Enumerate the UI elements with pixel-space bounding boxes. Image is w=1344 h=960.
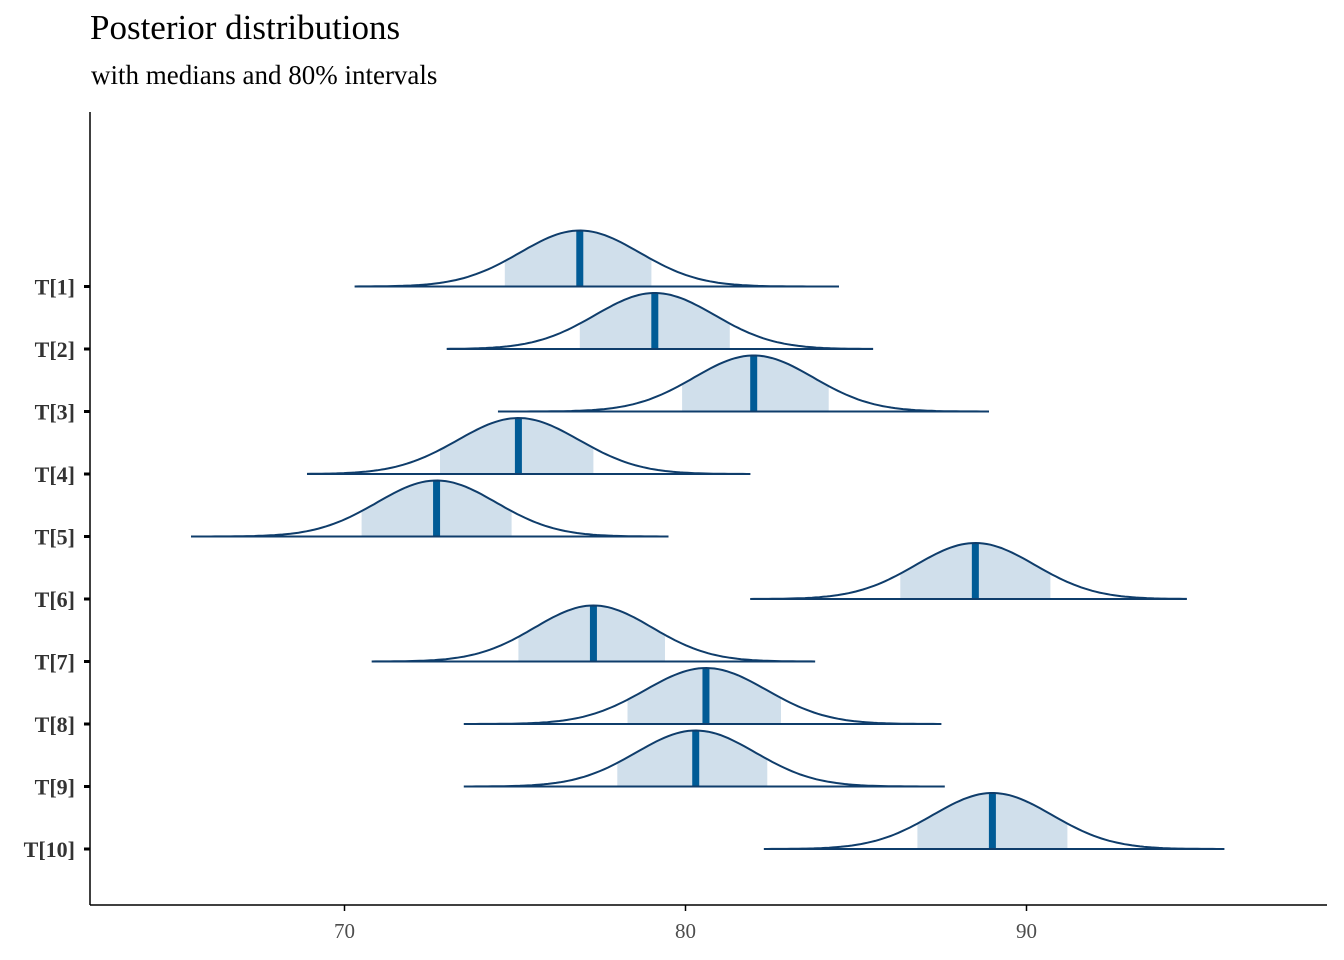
ridge-4 [306, 416, 751, 475]
x-tick-label: 70 [334, 919, 355, 943]
y-tick-label: T[10] [24, 837, 75, 862]
ridge-5 [191, 479, 669, 538]
y-tick-label: T[4] [35, 462, 75, 487]
density-ridges [191, 229, 1225, 850]
y-tick-label: T[1] [35, 275, 75, 300]
chart-title: Posterior distributions [90, 8, 401, 47]
ridge-2 [446, 292, 874, 350]
density-outline [750, 541, 1187, 600]
density-outline [446, 292, 874, 350]
y-tick-label: T[8] [35, 712, 75, 737]
density-outline [371, 604, 816, 663]
density-outline [763, 792, 1225, 850]
ridge-6 [750, 541, 1187, 600]
density-outline [306, 416, 751, 475]
y-tick-label: T[6] [35, 587, 75, 612]
y-tick-label: T[3] [35, 400, 75, 425]
y-tick-label: T[2] [35, 337, 75, 362]
x-tick-label: 90 [1016, 919, 1037, 943]
y-tick-label: T[9] [35, 775, 75, 800]
ridge-8 [463, 666, 942, 725]
y-tick-label: T[7] [35, 650, 75, 675]
ridge-3 [497, 354, 989, 413]
ridge-10 [763, 792, 1225, 850]
density-outline [463, 666, 942, 725]
ridge-7 [371, 604, 816, 663]
x-tick-label: 80 [675, 919, 696, 943]
axes: T[1] T[2] T[3] T[4] T[5] T[6] T[7] T[8] T[9] T[10… [24, 112, 1327, 943]
density-outline [191, 479, 669, 538]
ridge-9 [463, 729, 945, 788]
ridge-1 [354, 229, 839, 288]
chart-subtitle: with medians and 80% intervals [91, 60, 438, 90]
y-tick-label: T[5] [35, 525, 75, 550]
